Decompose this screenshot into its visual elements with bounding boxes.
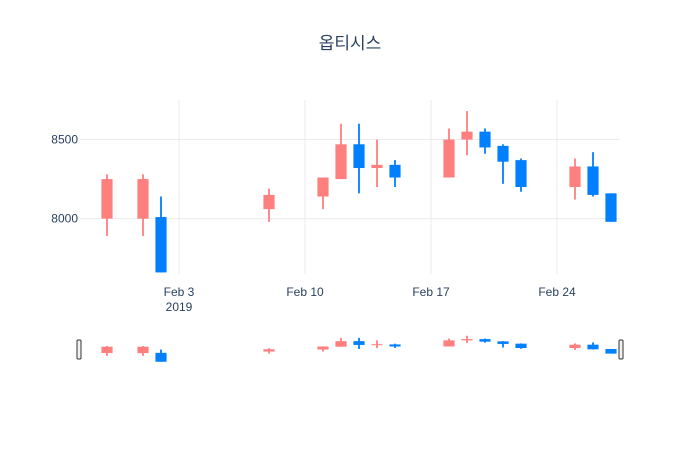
slider-candle[interactable] xyxy=(335,337,347,347)
candle-body xyxy=(569,166,581,187)
x-tick-sublabel: 2019 xyxy=(166,300,193,314)
x-tick-label: Feb 24 xyxy=(538,285,576,299)
candle[interactable] xyxy=(587,152,599,197)
slider-candle[interactable] xyxy=(155,349,167,362)
slider-candle-body xyxy=(317,346,329,350)
slider-candle-body xyxy=(389,344,401,347)
range-slider-right-handle[interactable] xyxy=(618,339,624,360)
x-tick-label: Feb 17 xyxy=(412,285,450,299)
slider-candle-body xyxy=(443,340,455,347)
grid-lines xyxy=(80,100,620,274)
slider-candle-body xyxy=(605,349,617,354)
candle-body xyxy=(479,131,491,148)
slider-candle[interactable] xyxy=(443,338,455,347)
slider-candle[interactable] xyxy=(569,343,581,351)
candle-body xyxy=(605,193,617,222)
candle[interactable] xyxy=(101,174,113,237)
slider-candle[interactable] xyxy=(587,342,599,350)
candle-body xyxy=(371,164,383,169)
slider-candle[interactable] xyxy=(461,335,473,343)
x-tick-label: Feb 10 xyxy=(286,285,324,299)
slider-candle[interactable] xyxy=(497,341,509,348)
slider-candle-body xyxy=(587,344,599,350)
slider-candle-body xyxy=(569,344,581,348)
candle-body xyxy=(515,160,527,187)
candle[interactable] xyxy=(461,111,473,156)
slider-candle[interactable] xyxy=(101,345,113,356)
slider-candle-body xyxy=(371,344,383,346)
y-tick-label: 8000 xyxy=(51,212,78,226)
chart-title: 옵티시스 xyxy=(319,34,382,53)
x-tick-label: Feb 3 xyxy=(164,285,195,299)
slider-candle-body xyxy=(479,339,491,342)
candles[interactable] xyxy=(101,111,617,273)
candle[interactable] xyxy=(389,160,401,187)
candle[interactable] xyxy=(605,193,617,222)
candle-body xyxy=(101,179,113,219)
slider-candle-body xyxy=(353,341,365,345)
candle[interactable] xyxy=(317,177,329,210)
slider-candle-body xyxy=(101,346,113,354)
candle[interactable] xyxy=(371,139,383,187)
slider-candle[interactable] xyxy=(479,338,491,343)
candle-body xyxy=(317,177,329,197)
candle-body xyxy=(353,144,365,169)
candle-body xyxy=(335,144,347,180)
candle[interactable] xyxy=(515,158,527,192)
candle[interactable] xyxy=(443,128,455,178)
slider-candle-body xyxy=(155,352,167,362)
slider-candle-body xyxy=(137,346,149,354)
candle[interactable] xyxy=(263,188,275,222)
candle-body xyxy=(461,131,473,140)
candle[interactable] xyxy=(497,144,509,184)
candle-body xyxy=(443,139,455,178)
range-slider-left-handle[interactable] xyxy=(76,339,82,360)
candle-body xyxy=(263,194,275,210)
range-slider[interactable] xyxy=(76,330,624,366)
slider-candle[interactable] xyxy=(515,343,527,349)
candle[interactable] xyxy=(569,158,581,200)
candle[interactable] xyxy=(335,123,347,180)
candle-body xyxy=(155,217,167,273)
candle-body xyxy=(137,179,149,219)
candle[interactable] xyxy=(155,196,167,273)
slider-candle[interactable] xyxy=(389,343,401,348)
slider-candle[interactable] xyxy=(371,340,383,348)
candle[interactable] xyxy=(479,128,491,154)
slider-candle-body xyxy=(515,343,527,348)
y-tick-label: 8500 xyxy=(51,133,78,147)
slider-candle[interactable] xyxy=(317,346,329,352)
slider-candle-body xyxy=(461,339,473,341)
candle-body xyxy=(587,166,599,195)
slider-candle[interactable] xyxy=(137,345,149,356)
candle-body xyxy=(389,164,401,178)
slider-candle-body xyxy=(497,341,509,344)
slider-candle-body xyxy=(263,349,275,352)
candle[interactable] xyxy=(137,174,149,237)
slider-candle[interactable] xyxy=(353,337,365,350)
slider-candle-body xyxy=(335,341,347,347)
candle[interactable] xyxy=(353,123,365,194)
candle-body xyxy=(497,145,509,162)
slider-candle[interactable] xyxy=(263,348,275,354)
slider-candle[interactable] xyxy=(605,349,617,354)
